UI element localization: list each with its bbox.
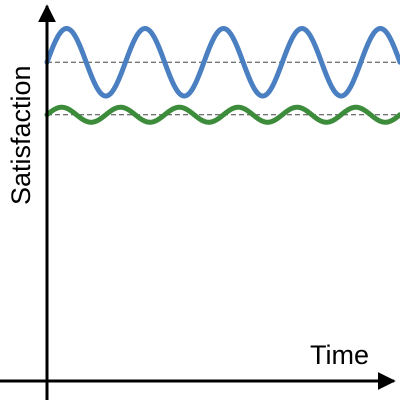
- x-axis-label: Time: [310, 340, 369, 370]
- series-line-2: [44, 104, 400, 125]
- y-axis-label: Satisfaction: [6, 65, 36, 205]
- series-layer: [44, 26, 400, 125]
- series-line-1: [44, 26, 400, 99]
